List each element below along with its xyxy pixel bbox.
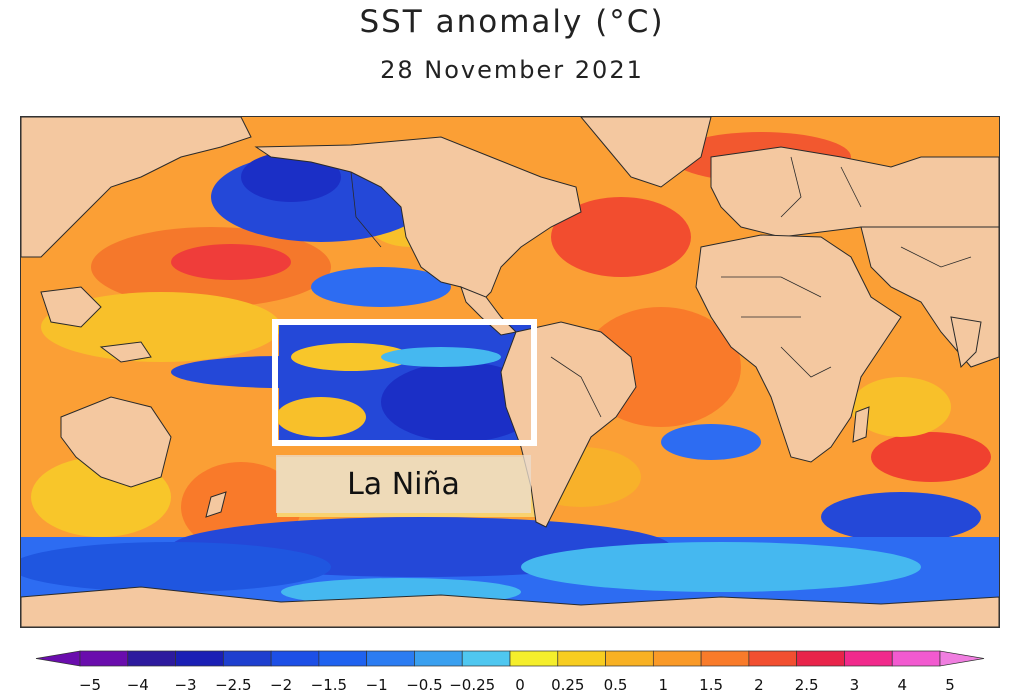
colorbar-tick-label: 1 — [659, 676, 669, 694]
colorbar-segment — [366, 650, 415, 667]
colorbar-segment — [844, 650, 893, 667]
colorbar-tick-label: −5 — [79, 676, 101, 694]
country-borders — [350, 156, 972, 418]
colorbar-tick-label: −2.5 — [215, 676, 251, 694]
antarctica-land — [21, 586, 999, 627]
india-land — [950, 316, 982, 369]
colorbar-tick-label: 2 — [754, 676, 764, 694]
new-zealand-land — [205, 491, 227, 518]
europe-land — [710, 146, 999, 238]
colorbar-segment — [891, 650, 941, 667]
map-title: SST anomaly (°C) — [359, 4, 665, 40]
colorbar-segment — [700, 650, 750, 667]
colorbar-segments — [35, 650, 985, 667]
colorbar-tick-label: 3 — [850, 676, 860, 694]
colorbar-tick-label: −1 — [366, 676, 388, 694]
australia-land — [60, 396, 172, 488]
colorbar-segment — [270, 650, 320, 667]
land-masses — [21, 117, 999, 627]
colorbar-tick-label: −0.25 — [449, 676, 495, 694]
colorbar-segment — [509, 650, 559, 667]
east-asia-land — [21, 117, 252, 258]
sst-anomaly-map — [20, 116, 1000, 628]
colorbar-segment — [796, 650, 845, 667]
colorbar-segment — [127, 650, 176, 667]
la-nina-highlight-box — [272, 319, 537, 446]
colorbar-segment — [318, 650, 368, 667]
colorbar-segment — [175, 650, 224, 667]
colorbar-tick-label: −4 — [127, 676, 149, 694]
se-asia-islands-land — [40, 286, 102, 328]
colorbar-tick-label: 4 — [897, 676, 907, 694]
colorbar-tick-label: 2.5 — [795, 676, 819, 694]
colorbar-segment — [461, 650, 511, 667]
colorbar-segment — [748, 650, 798, 667]
map-svg — [21, 117, 999, 627]
colorbar-tick-label: 1.5 — [699, 676, 723, 694]
colorbar-tick-label: −0.5 — [406, 676, 442, 694]
colorbar-tick-labels: −5 −4 −3 −2.5 −2 −1.5 −1 −0.5 −0.25 0 0.25 0.5 1 1.5 2… — [79, 676, 955, 694]
greenland-land — [580, 117, 712, 188]
colorbar-tick-label: 0.5 — [604, 676, 628, 694]
colorbar-tick-label: 5 — [945, 676, 955, 694]
colorbar-segment — [652, 650, 702, 667]
colorbar-tick-label: −1.5 — [311, 676, 347, 694]
colorbar-left-arrow — [35, 650, 81, 667]
africa-land — [695, 234, 902, 463]
colorbar-tick-label: 0 — [515, 676, 525, 694]
la-nina-cold-tongue — [276, 325, 541, 443]
colorbar-tick-label: −3 — [174, 676, 196, 694]
colorbar-tick-label: −2 — [270, 676, 292, 694]
colorbar-segment — [605, 650, 654, 667]
colorbar-segment — [79, 650, 129, 667]
la-nina-label: La Niña — [276, 455, 531, 513]
colorbar-segment — [557, 650, 606, 667]
madagascar-land — [852, 406, 870, 443]
colorbar-right-arrow — [939, 650, 985, 667]
colorbar-tick-label: 0.25 — [551, 676, 584, 694]
colorbar-segment — [414, 650, 463, 667]
colorbar: −5 −4 −3 −2.5 −2 −1.5 −1 −0.5 −0.25 0 0.25 0.5 1 1.5 2… — [35, 650, 985, 694]
map-date-subtitle: 28 November 2021 — [380, 56, 644, 84]
colorbar-segment — [222, 650, 272, 667]
